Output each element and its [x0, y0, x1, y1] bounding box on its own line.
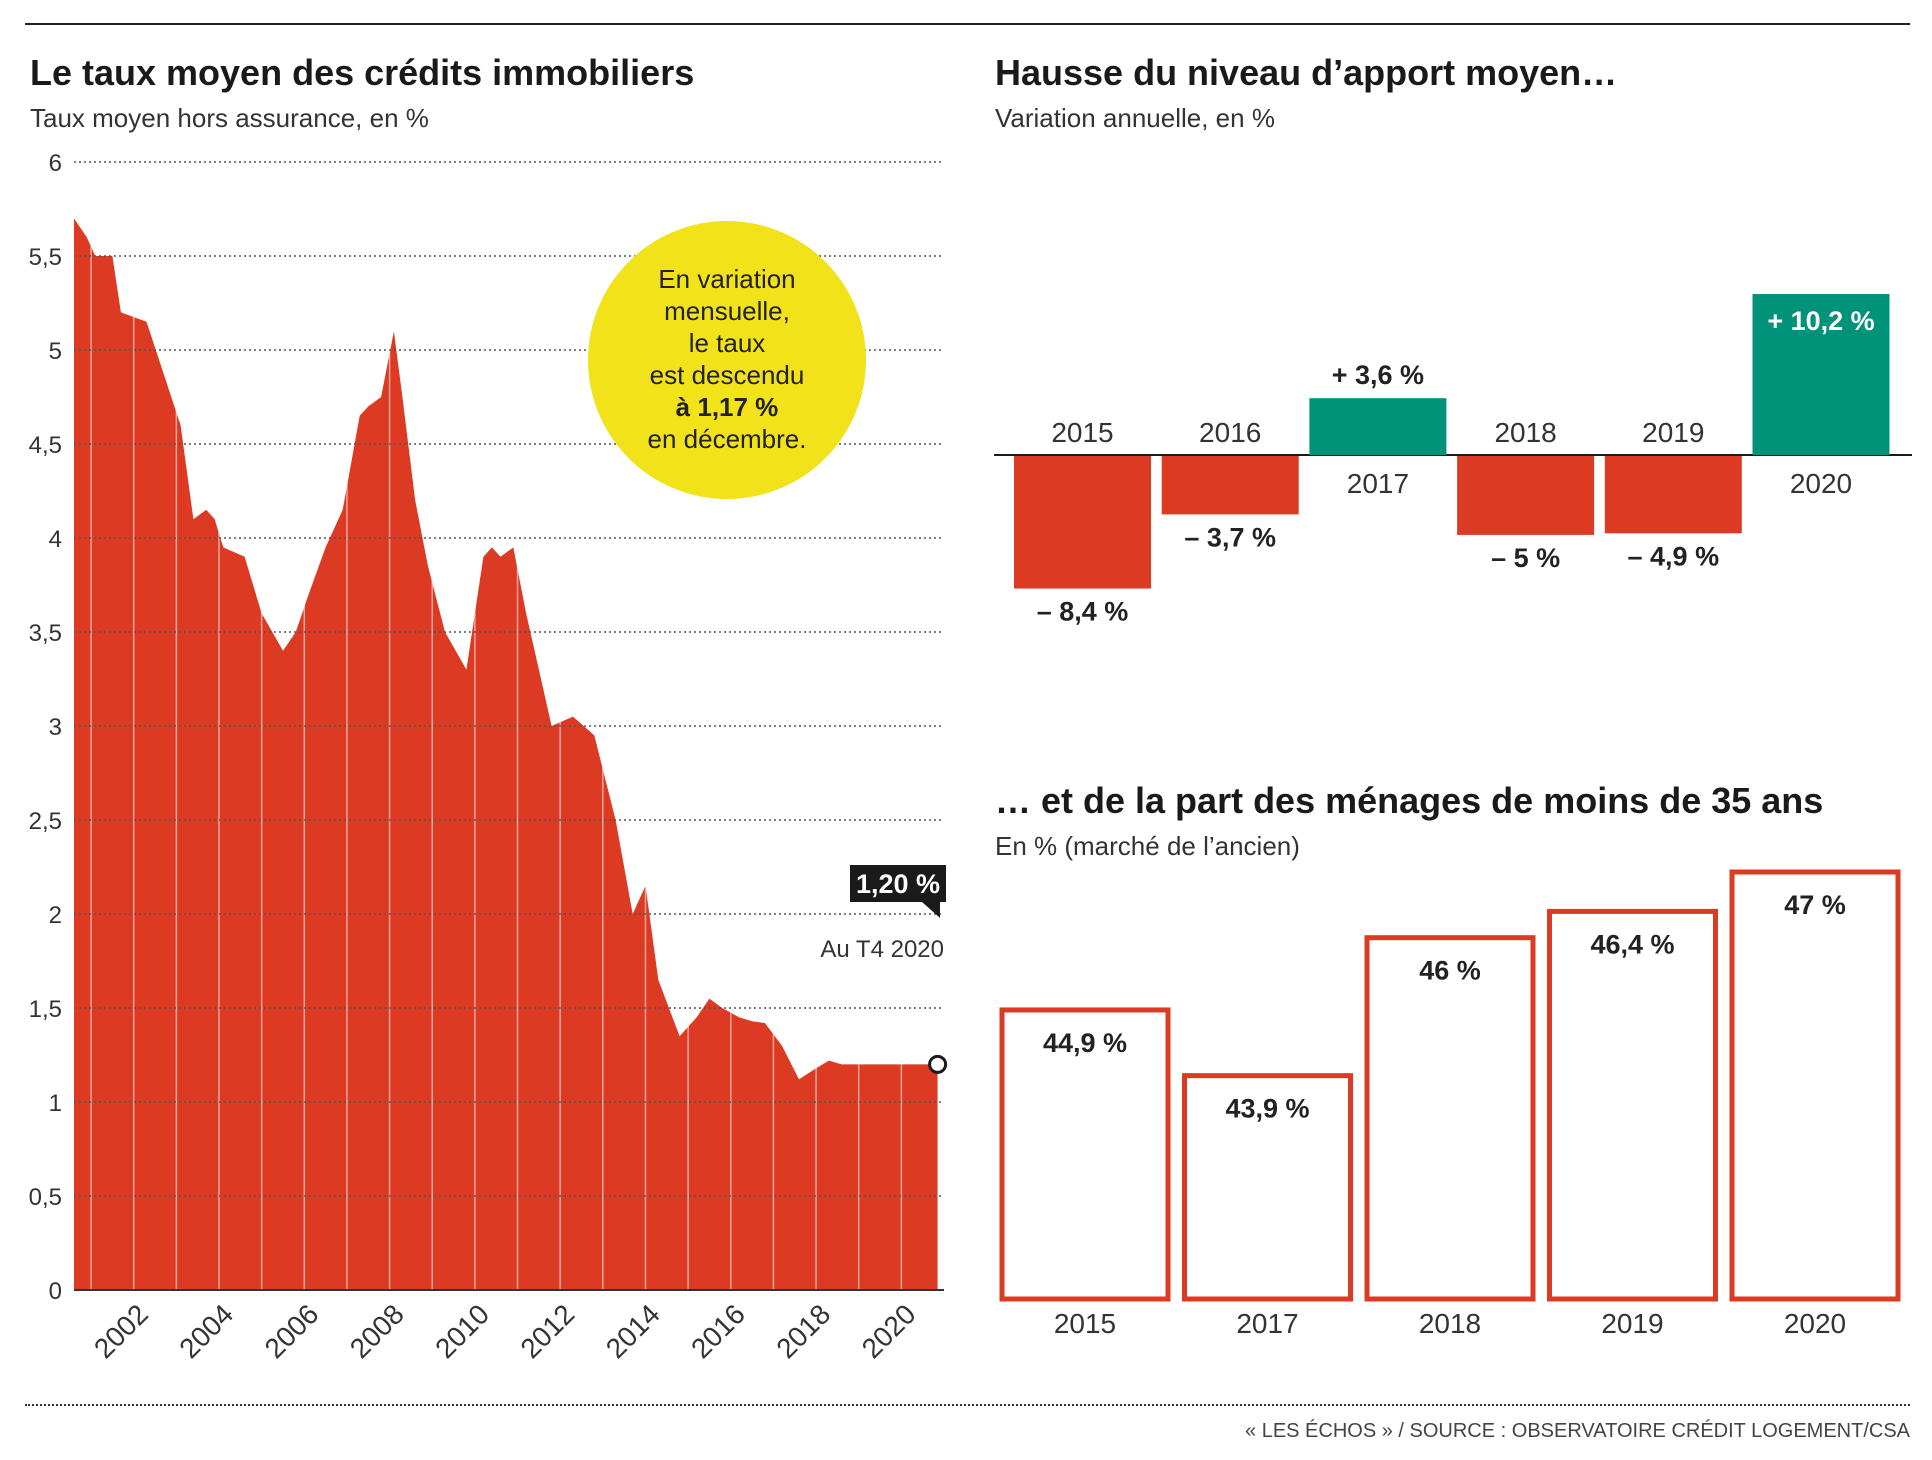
- under35-value-label: 44,9 %: [1043, 1028, 1127, 1058]
- under35-bar: [1364, 935, 1536, 1302]
- bubble-text-line: en décembre.: [648, 424, 807, 454]
- value-callout-box: [850, 865, 946, 918]
- bubble-text-line: mensuelle,: [664, 296, 790, 326]
- y-tick-label: 2,5: [29, 808, 62, 835]
- bubble-text-bold: à 1,17 %: [676, 392, 779, 422]
- left-chart-subtitle: Taux moyen hors assurance, en %: [30, 103, 429, 133]
- last-point-marker: [928, 1054, 948, 1074]
- left-chart-title: Le taux moyen des crédits immobiliers: [30, 52, 695, 93]
- source-note: « LES ÉCHOS » / SOURCE : OBSERVATOIRE CR…: [1245, 1420, 1910, 1442]
- apport-bar: [1014, 456, 1151, 589]
- bubble-text-line: est descendu: [650, 360, 805, 390]
- annotation-bubble: [588, 221, 866, 499]
- under35-year-label: 2015: [1054, 1308, 1116, 1339]
- y-tick-label: 5: [49, 338, 62, 365]
- x-tick-label: 2004: [173, 1298, 239, 1364]
- top-right-chart-subtitle: Variation annuelle, en %: [995, 103, 1275, 133]
- apport-year-label: 2016: [1199, 417, 1261, 448]
- apport-value-label: – 8,4 %: [1037, 597, 1129, 627]
- y-tick-label: 6: [49, 150, 62, 177]
- bottom-right-chart-title: … et de la part des ménages de moins de …: [995, 780, 1824, 821]
- y-tick-label: 4: [49, 526, 62, 553]
- y-tick-label: 2: [49, 902, 62, 929]
- apport-year-label: 2019: [1642, 417, 1704, 448]
- apport-value-label: – 4,9 %: [1628, 541, 1720, 571]
- x-tick-label: 2006: [259, 1298, 325, 1364]
- apport-value-label: – 5 %: [1491, 543, 1560, 573]
- y-tick-label: 0: [49, 1278, 62, 1305]
- apport-value-label: – 3,7 %: [1184, 522, 1276, 552]
- bottom-rule: [25, 1404, 1910, 1406]
- under35-value-label: 43,9 %: [1225, 1094, 1309, 1124]
- rate-area: [74, 218, 938, 1290]
- under35-year-label: 2019: [1601, 1308, 1663, 1339]
- under35-value-label: 46 %: [1419, 956, 1481, 986]
- under35-bar: [1729, 869, 1901, 1302]
- y-tick-label: 1,5: [29, 996, 62, 1023]
- value-callout-note: Au T4 2020: [820, 936, 944, 963]
- apport-bar: [1752, 294, 1890, 455]
- apport-bar: [1457, 456, 1595, 535]
- apport-year-label: 2015: [1051, 417, 1113, 448]
- under35-bar: [1182, 1073, 1353, 1302]
- apport-bar: [1604, 456, 1742, 534]
- top-rule: [25, 23, 1910, 25]
- value-callout-label: 1,20 %: [856, 869, 940, 899]
- under35-year-label: 2017: [1236, 1308, 1298, 1339]
- apport-year-label: 2018: [1494, 417, 1556, 448]
- x-tick-label: 2012: [514, 1298, 580, 1364]
- y-tick-label: 4,5: [29, 432, 62, 459]
- under35-bar: [999, 1007, 1171, 1302]
- under35-value-label: 47 %: [1784, 890, 1846, 920]
- y-tick-label: 0,5: [29, 1184, 62, 1211]
- x-tick-label: 2020: [856, 1298, 922, 1364]
- y-tick-label: 3,5: [29, 620, 62, 647]
- x-tick-label: 2016: [685, 1298, 751, 1364]
- under35-value-label: 46,4 %: [1590, 929, 1674, 959]
- x-tick-label: 2002: [88, 1298, 154, 1364]
- x-tick-label: 2010: [429, 1298, 495, 1364]
- apport-value-label: + 10,2 %: [1767, 306, 1874, 336]
- bubble-text-line: En variation: [658, 264, 795, 294]
- y-tick-label: 5,5: [29, 244, 62, 271]
- y-tick-label: 1: [49, 1090, 62, 1117]
- bubble-text-line: le taux: [689, 328, 766, 358]
- apport-year-label: 2017: [1347, 468, 1409, 499]
- top-right-chart-title: Hausse du niveau d’apport moyen…: [995, 52, 1618, 93]
- y-tick-label: 3: [49, 714, 62, 741]
- apport-value-label: + 3,6 %: [1332, 360, 1424, 390]
- apport-year-label: 2020: [1790, 468, 1852, 499]
- x-tick-label: 2014: [600, 1298, 666, 1364]
- bottom-right-chart-subtitle: En % (marché de l’ancien): [995, 831, 1300, 861]
- x-tick-label: 2018: [770, 1298, 836, 1364]
- x-tick-label: 2008: [344, 1298, 410, 1364]
- under35-bar: [1547, 908, 1718, 1302]
- under35-year-label: 2018: [1419, 1308, 1481, 1339]
- apport-bar: [1309, 398, 1447, 455]
- apport-bar: [1161, 456, 1299, 515]
- under35-year-label: 2020: [1784, 1308, 1846, 1339]
